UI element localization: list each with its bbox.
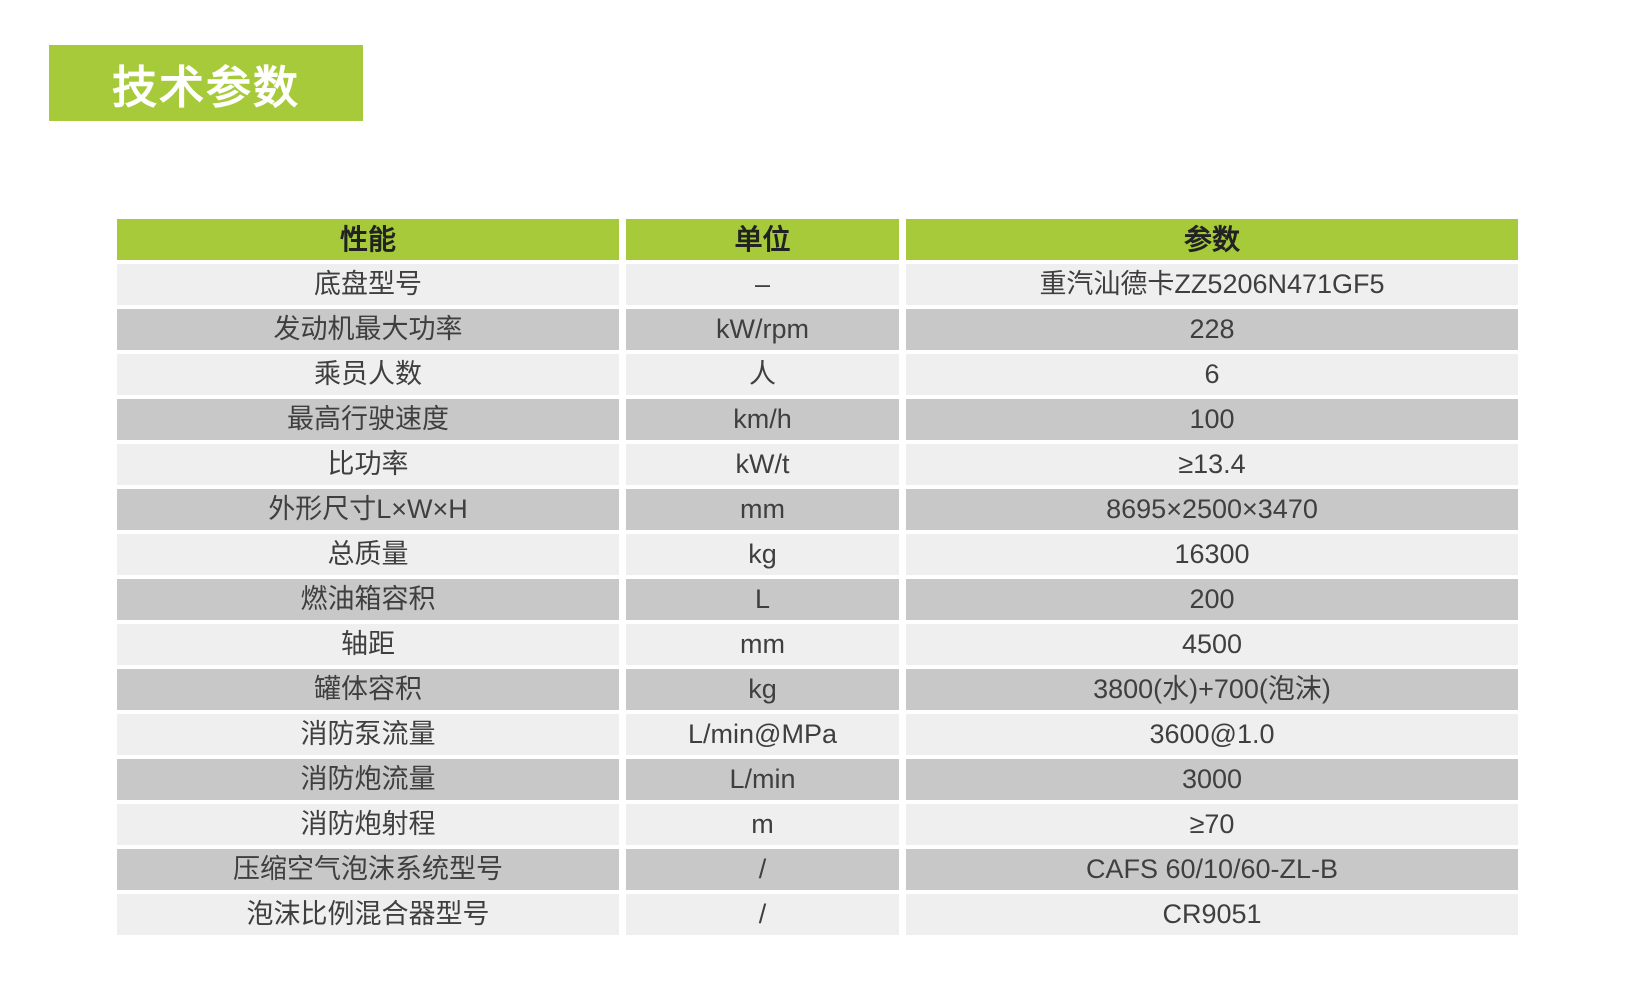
spec-name-fuel-tank-capacity: 燃油箱容积	[117, 579, 619, 620]
column-header-performance: 性能	[117, 219, 619, 260]
spec-unit-cafs-model: /	[626, 849, 899, 890]
spec-unit-tank-capacity: kg	[626, 669, 899, 710]
spec-unit-fire-pump-flow: L/min@MPa	[626, 714, 899, 755]
spec-value-fire-monitor-range: ≥70	[906, 804, 1518, 845]
column-header-unit: 单位	[626, 219, 899, 260]
spec-unit-fuel-tank-capacity: L	[626, 579, 899, 620]
spec-value-fire-monitor-flow: 3000	[906, 759, 1518, 800]
spec-value-engine-max-power: 228	[906, 309, 1518, 350]
spec-value-crew-count: 6	[906, 354, 1518, 395]
spec-name-fire-monitor-flow: 消防炮流量	[117, 759, 619, 800]
spec-unit-foam-proportioner-model: /	[626, 894, 899, 935]
spec-name-chassis-model: 底盘型号	[117, 264, 619, 305]
spec-unit-fire-monitor-range: m	[626, 804, 899, 845]
spec-value-specific-power: ≥13.4	[906, 444, 1518, 485]
spec-value-cafs-model: CAFS 60/10/60-ZL-B	[906, 849, 1518, 890]
spec-unit-dimensions: mm	[626, 489, 899, 530]
spec-name-wheelbase: 轴距	[117, 624, 619, 665]
spec-value-tank-capacity: 3800(水)+700(泡沫)	[906, 669, 1518, 710]
column-header-parameter: 参数	[906, 219, 1518, 260]
spec-name-crew-count: 乘员人数	[117, 354, 619, 395]
section-title: 技术参数	[111, 61, 300, 113]
spec-value-fuel-tank-capacity: 200	[906, 579, 1518, 620]
spec-unit-specific-power: kW/t	[626, 444, 899, 485]
spec-unit-engine-max-power: kW/rpm	[626, 309, 899, 350]
spec-name-engine-max-power: 发动机最大功率	[117, 309, 619, 350]
spec-unit-chassis-model: –	[626, 264, 899, 305]
spec-name-fire-pump-flow: 消防泵流量	[117, 714, 619, 755]
spec-name-foam-proportioner-model: 泡沫比例混合器型号	[117, 894, 619, 935]
spec-name-specific-power: 比功率	[117, 444, 619, 485]
spec-unit-wheelbase: mm	[626, 624, 899, 665]
spec-value-max-speed: 100	[906, 399, 1518, 440]
spec-unit-gross-weight: kg	[626, 534, 899, 575]
spec-unit-crew-count: 人	[626, 354, 899, 395]
spec-value-foam-proportioner-model: CR9051	[906, 894, 1518, 935]
spec-value-gross-weight: 16300	[906, 534, 1518, 575]
spec-table: 性能 单位 参数 底盘型号 – 重汽汕德卡ZZ5206N471GF5 发动机最大…	[117, 219, 1518, 935]
spec-name-cafs-model: 压缩空气泡沫系统型号	[117, 849, 619, 890]
spec-value-dimensions: 8695×2500×3470	[906, 489, 1518, 530]
spec-value-wheelbase: 4500	[906, 624, 1518, 665]
spec-name-max-speed: 最高行驶速度	[117, 399, 619, 440]
spec-unit-fire-monitor-flow: L/min	[626, 759, 899, 800]
spec-value-fire-pump-flow: 3600@1.0	[906, 714, 1518, 755]
spec-unit-max-speed: km/h	[626, 399, 899, 440]
section-title-badge: 技术参数	[49, 45, 363, 121]
spec-name-gross-weight: 总质量	[117, 534, 619, 575]
spec-name-tank-capacity: 罐体容积	[117, 669, 619, 710]
spec-name-dimensions: 外形尺寸L×W×H	[117, 489, 619, 530]
spec-value-chassis-model: 重汽汕德卡ZZ5206N471GF5	[906, 264, 1518, 305]
spec-name-fire-monitor-range: 消防炮射程	[117, 804, 619, 845]
